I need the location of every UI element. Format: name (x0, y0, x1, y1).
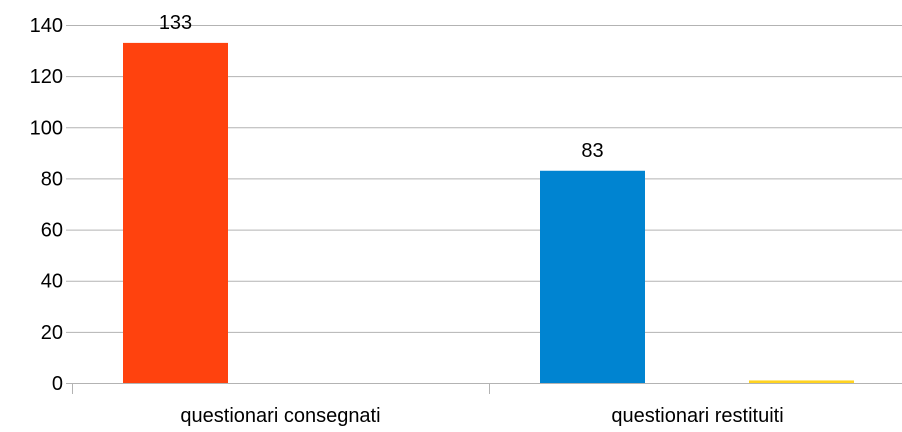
bar-2-2 (749, 380, 854, 383)
y-tick-label: 40 (41, 271, 63, 293)
y-tick-label: 120 (30, 66, 63, 88)
y-tick-label: 0 (52, 373, 63, 395)
y-tick-label: 100 (30, 117, 63, 139)
bar-1-1 (123, 42, 228, 384)
bars (123, 42, 854, 384)
data-label: 83 (581, 140, 603, 162)
y-tick-label: 80 (41, 168, 63, 190)
y-tick-label: 20 (41, 322, 63, 344)
y-tick-label: 60 (41, 220, 63, 242)
category-label: questionari consegnati (180, 405, 380, 427)
data-label: 133 (159, 12, 192, 34)
data-labels: 133 83 (159, 12, 604, 162)
y-axis-ticks: 0 20 40 60 80 100 120 140 (30, 15, 63, 395)
y-tick-label: 140 (30, 15, 63, 37)
bar-1-2 (540, 170, 645, 383)
category-label: questionari restituiti (611, 405, 783, 427)
x-axis: questionari consegnati questionari restit… (72, 383, 784, 427)
